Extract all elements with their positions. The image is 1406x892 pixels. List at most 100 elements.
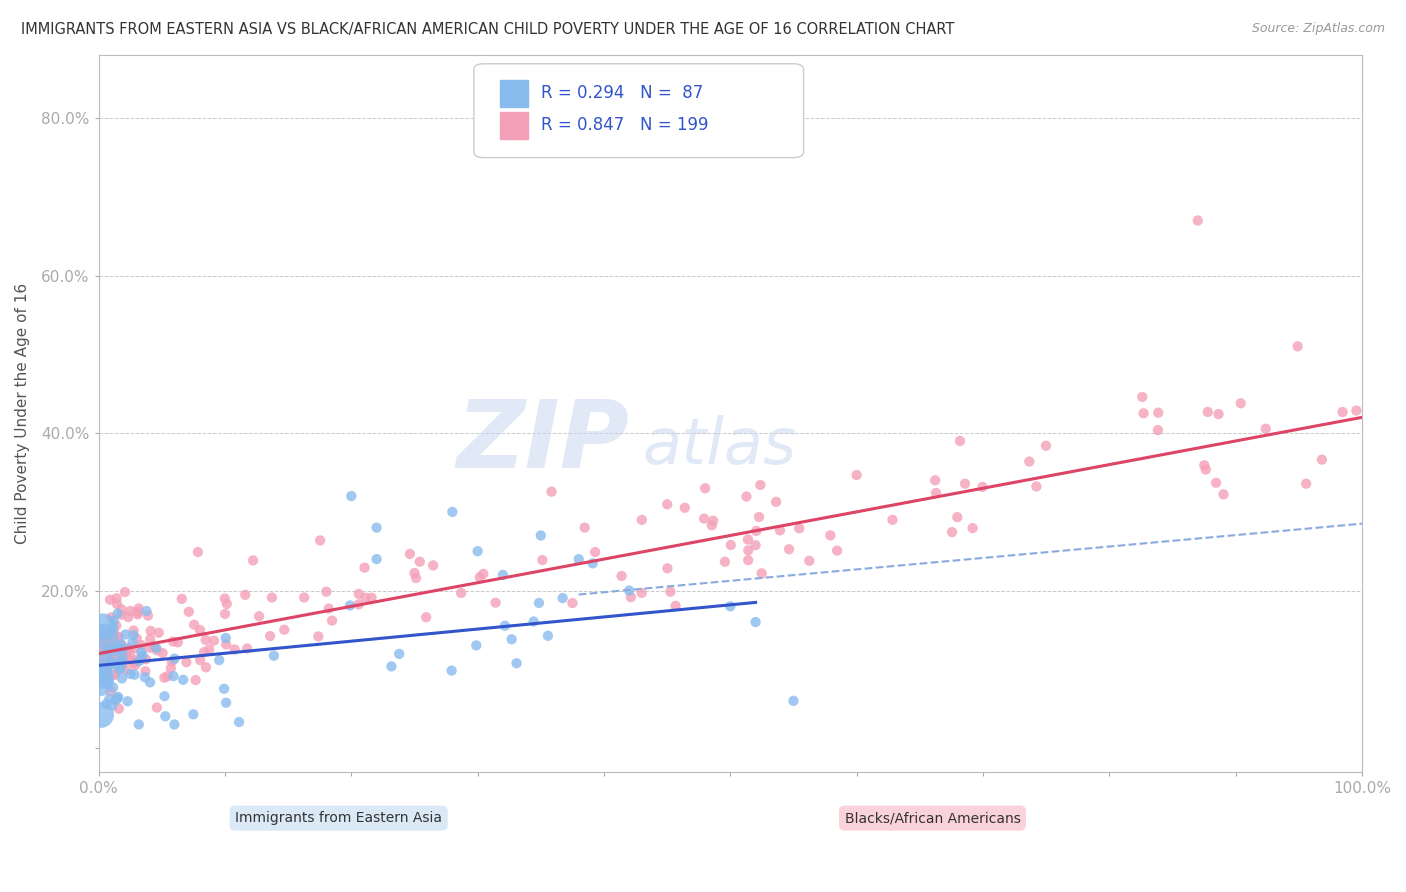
Point [89,653,111,667]
Point [366,520,388,534]
Point [170,591,193,606]
Point [91,619,114,633]
Point [103,625,125,640]
Point [115,648,138,662]
Point [187,545,209,559]
Point [105,631,128,645]
Point [1130,390,1153,404]
Text: R = 0.294   N =  87: R = 0.294 N = 87 [541,84,703,102]
Point [148,625,170,640]
Point [505,657,527,671]
Point [233,588,256,602]
Point [135,652,157,666]
Point [194,632,217,647]
Point [118,647,141,661]
Point [693,511,716,525]
Point [215,597,238,611]
Point [103,641,125,656]
Point [537,629,560,643]
Point [198,642,221,657]
Point [751,566,773,581]
Point [744,615,766,629]
Point [354,591,377,605]
Point [208,653,231,667]
Point [631,513,654,527]
Point [388,647,411,661]
Text: Blacks/African Americans: Blacks/African Americans [845,811,1021,825]
Text: Source: ZipAtlas.com: Source: ZipAtlas.com [1251,22,1385,36]
Point [100,684,122,698]
Point [619,583,641,598]
Point [90,632,112,646]
Point [484,596,506,610]
Point [114,585,136,599]
Point [124,641,146,656]
Point [104,658,127,673]
Point [103,644,125,658]
Point [409,555,432,569]
Point [882,513,904,527]
Point [242,553,264,567]
Point [125,632,148,646]
Point [110,638,132,652]
Point [100,610,122,624]
Point [769,524,792,538]
Point [93,644,115,658]
Point [111,651,134,665]
Point [501,632,523,647]
Point [115,641,138,656]
Point [718,599,741,614]
Point [128,717,150,731]
Point [97,642,120,657]
Point [188,653,211,667]
Point [110,648,132,662]
Point [96,642,118,657]
Point [152,646,174,660]
Point [115,663,138,677]
Point [415,610,437,624]
Point [215,631,238,645]
Point [162,669,184,683]
Point [124,658,146,673]
Point [228,714,250,729]
Point [94,672,117,686]
Point [404,566,426,580]
Point [259,629,281,643]
Point [1295,476,1317,491]
Point [176,655,198,669]
Point [122,656,145,670]
Point [94,630,117,644]
Point [160,655,183,669]
Point [89,676,111,690]
Text: atlas: atlas [643,415,796,476]
Point [695,481,717,495]
Point [1025,479,1047,493]
Point [582,557,605,571]
Point [94,633,117,648]
Point [657,561,679,575]
Point [89,656,111,670]
Point [134,665,156,679]
FancyBboxPatch shape [474,63,804,158]
Point [120,667,142,681]
Point [111,659,134,673]
Point [353,560,375,574]
Point [128,601,150,615]
Point [925,486,948,500]
Point [100,638,122,652]
Point [941,525,963,540]
Point [657,497,679,511]
Point [112,644,135,658]
Point [972,480,994,494]
Point [107,642,129,657]
Point [523,615,546,629]
Point [1147,423,1170,437]
Point [136,608,159,623]
Point [162,634,184,648]
Point [194,660,217,674]
Point [105,618,128,632]
Point [124,667,146,681]
Point [127,605,149,619]
Point [93,631,115,645]
Point [1147,406,1170,420]
